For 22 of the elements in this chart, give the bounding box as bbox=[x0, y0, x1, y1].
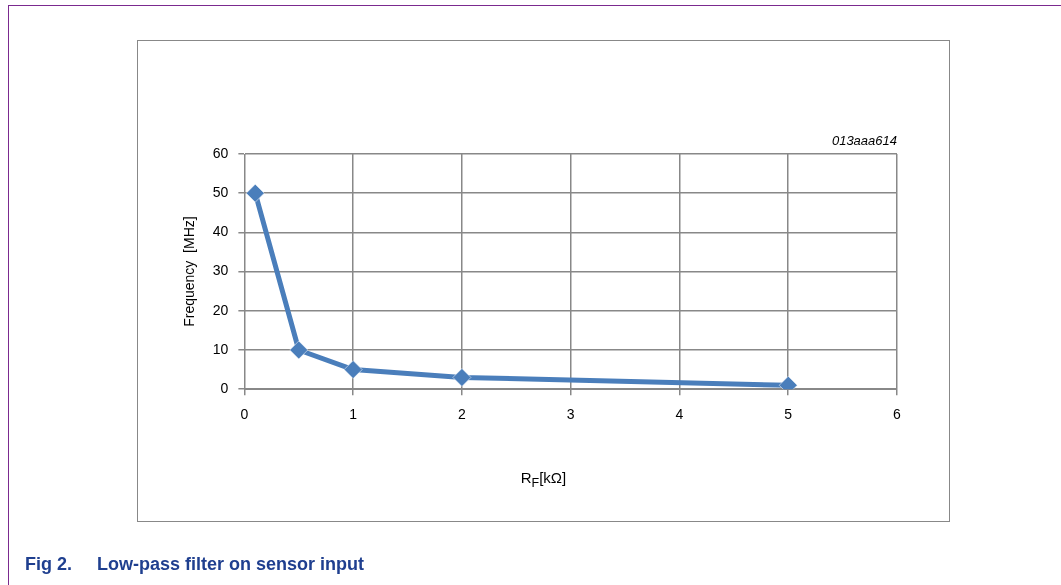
x-tick-label: 5 bbox=[784, 406, 793, 423]
point bbox=[245, 183, 265, 203]
y-axis-title: Frequency [MHz] bbox=[181, 216, 198, 327]
text: 013aaa614 bbox=[831, 133, 897, 148]
y-tick-label: 10 bbox=[212, 340, 229, 357]
point bbox=[289, 340, 309, 360]
point bbox=[452, 367, 472, 387]
y-tick-label: 40 bbox=[212, 223, 229, 240]
y-tick-label: 0 bbox=[220, 380, 229, 397]
point bbox=[343, 360, 363, 380]
y-tick-label: 50 bbox=[212, 184, 229, 201]
x-tick-label: 4 bbox=[675, 406, 684, 423]
y-tick-label: 20 bbox=[212, 301, 229, 318]
x-tick-label: 1 bbox=[349, 406, 358, 423]
x-tick-label: 6 bbox=[893, 406, 902, 423]
x-axis-title: R$_{F}$[kΩ] bbox=[519, 469, 568, 490]
text: Fig 2. Low-pass filter on sensor input bbox=[25, 554, 365, 575]
x-tick-label: 0 bbox=[240, 406, 249, 423]
x-tick-label: 3 bbox=[566, 406, 575, 423]
y-tick-label: 30 bbox=[212, 262, 229, 279]
y-tick-label: 60 bbox=[212, 144, 229, 161]
x-tick-label: 2 bbox=[458, 406, 467, 423]
